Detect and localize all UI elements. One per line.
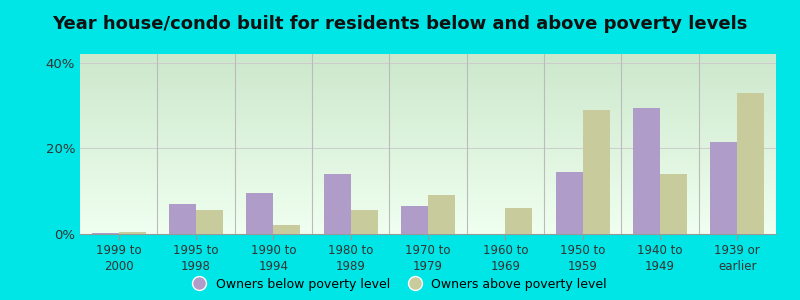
- Bar: [710, 142, 738, 234]
- Bar: [274, 225, 300, 234]
- Bar: [323, 174, 350, 234]
- Bar: [660, 174, 687, 234]
- Bar: [506, 208, 532, 234]
- Bar: [582, 110, 610, 234]
- Text: Year house/condo built for residents below and above poverty levels: Year house/condo built for residents bel…: [52, 15, 748, 33]
- Bar: [555, 172, 582, 234]
- Bar: [246, 193, 274, 234]
- Bar: [633, 108, 660, 234]
- Bar: [196, 210, 223, 234]
- Bar: [401, 206, 428, 234]
- Bar: [91, 233, 118, 234]
- Bar: [118, 232, 146, 234]
- Bar: [350, 210, 378, 234]
- Bar: [169, 204, 196, 234]
- Bar: [738, 93, 764, 234]
- Bar: [428, 195, 455, 234]
- Legend: Owners below poverty level, Owners above poverty level: Owners below poverty level, Owners above…: [193, 278, 607, 291]
